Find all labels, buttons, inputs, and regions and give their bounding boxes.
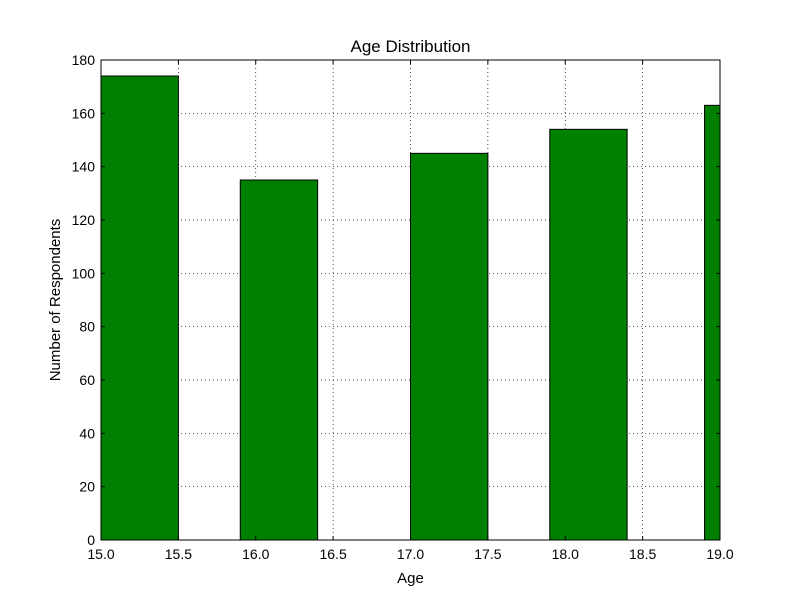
bar (239, 179, 319, 541)
y-tick-label: 100 (72, 265, 96, 281)
chart-title: Age Distribution (350, 37, 470, 56)
x-tick-label: 17.0 (397, 546, 424, 562)
y-tick-label: 180 (72, 52, 96, 68)
bar (549, 128, 628, 541)
bars (100, 75, 721, 541)
x-tick-label: 18.0 (552, 546, 579, 562)
y-tick-label: 80 (79, 319, 95, 335)
y-tick-label: 40 (79, 425, 95, 441)
y-axis-label: Number of Respondents (47, 219, 64, 382)
bar (100, 75, 179, 541)
y-tick-label: 60 (79, 372, 95, 388)
x-tick-label: 15.5 (165, 546, 192, 562)
x-tick-label: 15.0 (87, 546, 114, 562)
x-tick-label: 16.0 (242, 546, 269, 562)
x-tick-label: 17.5 (474, 546, 501, 562)
x-tick-label: 19.0 (706, 546, 733, 562)
y-tick-label: 0 (87, 532, 95, 548)
axis-ticks: 15.0 15.5 16.0 16.5 17.0 17.5 18.0 18.5 19.0 0 20 4… (72, 52, 734, 562)
y-tick-label: 160 (72, 105, 96, 121)
x-axis-label: Age (397, 570, 424, 587)
x-tick-label: 16.5 (320, 546, 347, 562)
y-tick-label: 140 (72, 159, 96, 175)
x-tick-label: 18.5 (629, 546, 656, 562)
bar (410, 152, 489, 541)
bar (704, 104, 721, 541)
y-tick-label: 20 (79, 479, 95, 495)
y-tick-label: 120 (72, 212, 96, 228)
